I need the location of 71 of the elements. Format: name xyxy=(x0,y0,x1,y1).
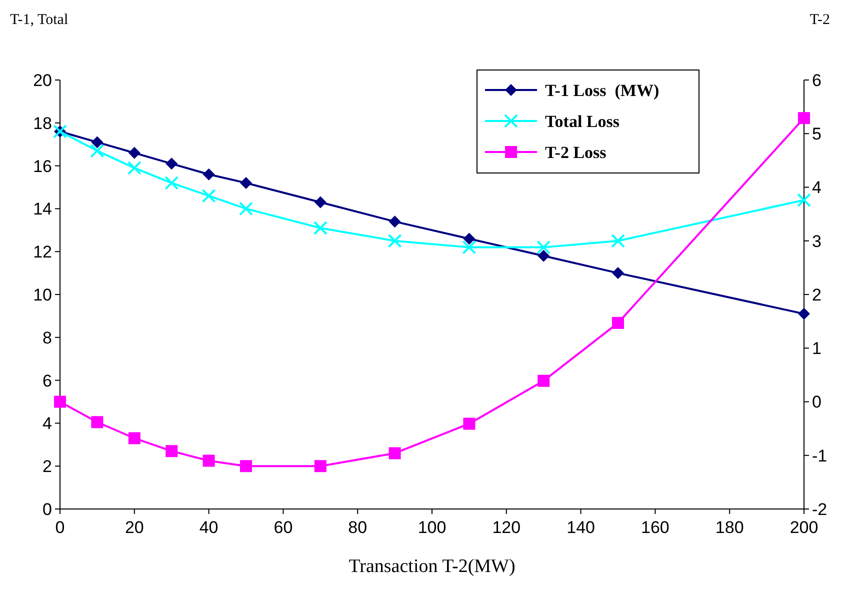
point xyxy=(388,447,401,460)
x-axis-title: Transaction T-2(MW) xyxy=(348,556,516,577)
point xyxy=(388,216,401,228)
point xyxy=(612,267,624,280)
x-tick-label: 180 xyxy=(715,518,744,537)
point xyxy=(462,240,476,254)
point xyxy=(314,196,326,208)
y-tick-label: 2 xyxy=(42,457,52,476)
point xyxy=(240,460,252,472)
y-tick-label: 20 xyxy=(33,70,52,90)
point xyxy=(239,202,253,216)
x-tick-label: 0 xyxy=(55,518,65,537)
x-tick-label: 100 xyxy=(418,518,446,537)
y2-tick-label: 1 xyxy=(812,339,822,358)
x-tick-label: 140 xyxy=(566,518,595,537)
point xyxy=(538,250,550,262)
y-tick-label: 16 xyxy=(33,156,52,176)
y-tick-label: 10 xyxy=(33,285,52,304)
point xyxy=(54,396,66,408)
point xyxy=(202,168,215,180)
y-tick-label: 18 xyxy=(33,114,52,133)
point xyxy=(127,160,142,175)
point xyxy=(164,176,179,190)
y-tick-label: 6 xyxy=(42,371,52,390)
point xyxy=(128,146,140,159)
x-tick-label: 80 xyxy=(348,518,368,537)
point xyxy=(202,188,216,203)
point xyxy=(314,460,326,472)
point xyxy=(240,176,252,189)
point xyxy=(91,136,104,148)
y2-tick-label: 6 xyxy=(812,70,822,90)
legend-label: T-1 Loss (MW) xyxy=(545,80,660,100)
y2-tick-label: -1 xyxy=(812,446,828,466)
y2-tick-label: 3 xyxy=(812,232,822,251)
x-tick-label: 20 xyxy=(124,518,144,537)
legend-label: T-2 Loss xyxy=(545,142,607,162)
point xyxy=(538,374,550,387)
y-tick-label: 4 xyxy=(42,414,52,434)
y2-tick-label: -2 xyxy=(812,500,828,519)
point xyxy=(611,234,625,248)
point xyxy=(166,445,178,458)
x-tick-label: 60 xyxy=(274,518,293,537)
y-axis-title: T-1, Total xyxy=(10,12,68,28)
y2-axis-title: T-2 xyxy=(810,12,830,28)
point xyxy=(166,158,178,170)
point xyxy=(798,308,810,320)
point xyxy=(612,316,624,329)
y-tick-label: 12 xyxy=(33,242,52,262)
point xyxy=(90,144,104,158)
y-tick-label: 0 xyxy=(42,500,52,519)
x-tick-label: 40 xyxy=(199,518,218,537)
point xyxy=(798,112,810,124)
point xyxy=(202,454,215,467)
y-tick-label: 14 xyxy=(33,200,52,219)
x-tick-label: 120 xyxy=(492,518,521,537)
point xyxy=(463,232,476,245)
point xyxy=(313,221,328,236)
point xyxy=(463,418,476,430)
point xyxy=(91,416,104,428)
point xyxy=(128,432,140,444)
y2-tick-label: 2 xyxy=(812,285,822,304)
y-tick-label: 8 xyxy=(42,328,52,348)
y2-tick-label: 4 xyxy=(812,178,822,198)
x-tick-label: 200 xyxy=(790,518,818,537)
point xyxy=(797,193,811,208)
y2-tick-label: 0 xyxy=(812,392,822,412)
y2-tick-label: 5 xyxy=(812,124,822,144)
point xyxy=(536,240,551,254)
legend-label: Total Loss xyxy=(545,112,620,131)
point xyxy=(388,234,402,248)
x-tick-label: 160 xyxy=(641,518,670,537)
